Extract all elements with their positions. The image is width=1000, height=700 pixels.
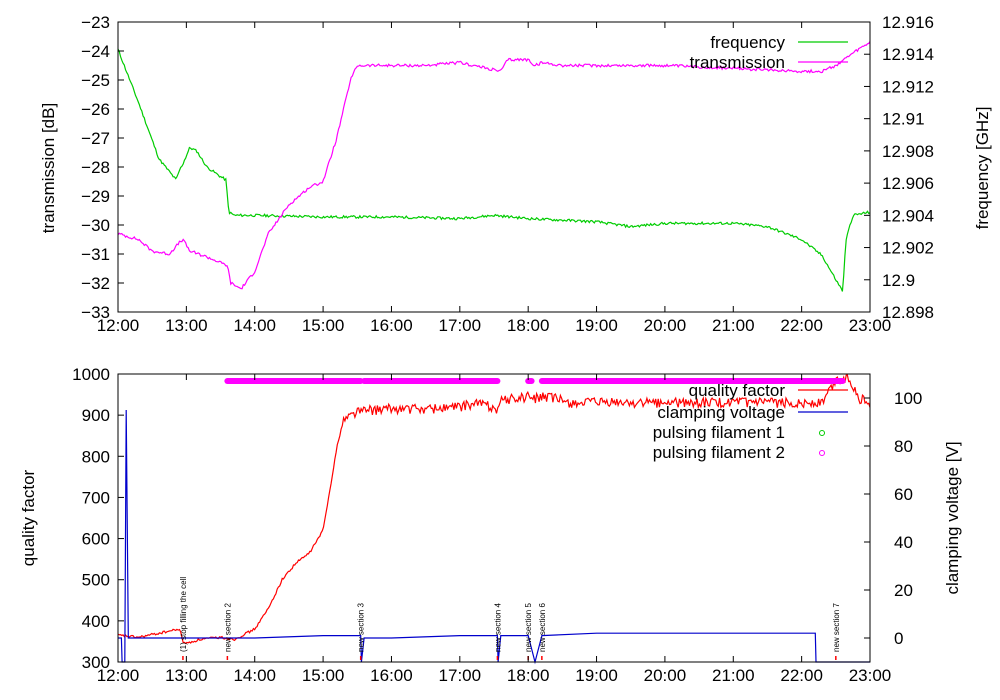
y-tick-label: −32	[81, 274, 110, 293]
x-tick-label: 13:00	[165, 316, 208, 335]
y-tick-label: 600	[82, 530, 110, 549]
legend-label: transmission	[690, 53, 785, 72]
y-tick-label: −30	[81, 216, 110, 235]
annotation-label: new section 6	[538, 603, 547, 652]
y2-tick-label: 12.912	[882, 77, 934, 96]
legend-label: quality factor	[689, 381, 786, 400]
y-tick-label: −23	[81, 13, 110, 32]
y2-tick-label: 80	[894, 437, 913, 456]
y2-tick-label: 12.914	[882, 45, 934, 64]
x-tick-label: 16:00	[370, 666, 413, 685]
y-tick-label: 800	[82, 447, 110, 466]
bottom-panel: (1) stop filling the cell new section 2 ne…	[19, 365, 962, 685]
top-left-axis-label: transmission [dB]	[39, 103, 58, 233]
y2-tick-label: 100	[894, 389, 922, 408]
top-plot-area	[117, 41, 871, 292]
y2-tick-label: 12.91	[882, 110, 925, 129]
y2-tick-label: 60	[894, 485, 913, 504]
y2-tick-label: 40	[894, 533, 913, 552]
legend-swatch	[819, 450, 825, 456]
y-tick-label: −27	[81, 129, 110, 148]
legend-swatch	[819, 430, 825, 436]
y-tick-label: 700	[82, 488, 110, 507]
annotation-label: new section 4	[493, 603, 502, 652]
top-panel: 12:00 13:00 14:00 15:00 16:00 17:00 18:00 19:00…	[39, 13, 992, 335]
legend-label: frequency	[710, 33, 785, 52]
x-tick-label: 20:00	[644, 666, 687, 685]
y-tick-label: −25	[81, 71, 110, 90]
annotation-label: new section 2	[223, 603, 232, 652]
y2-tick-label: 12.9	[882, 271, 915, 290]
y-tick-label: −26	[81, 100, 110, 119]
x-tick-label: 17:00	[439, 666, 482, 685]
transmission-line	[117, 41, 871, 290]
y2-tick-label: 12.902	[882, 239, 934, 258]
y2-tick-label: 20	[894, 581, 913, 600]
bottom-plot-area: (1) stop filling the cell new section 2 ne…	[117, 374, 871, 665]
x-tick-label: 15:00	[302, 316, 345, 335]
x-tick-label: 19:00	[575, 316, 618, 335]
annotation-label: new section 7	[832, 603, 841, 652]
y-tick-label: −31	[81, 245, 110, 264]
y2-tick-label: 12.916	[882, 13, 934, 32]
y2-tick-label: 0	[894, 629, 903, 648]
y2-tick-label: 12.904	[882, 206, 934, 225]
x-tick-label: 19:00	[575, 666, 618, 685]
y-tick-label: 900	[82, 406, 110, 425]
y-tick-label: −28	[81, 158, 110, 177]
x-tick-label: 22:00	[780, 316, 823, 335]
x-tick-label: 14:00	[233, 666, 276, 685]
x-tick-label: 21:00	[712, 316, 755, 335]
frequency-line	[117, 48, 871, 292]
x-tick-label: 16:00	[370, 316, 413, 335]
y-tick-label: 400	[82, 612, 110, 631]
x-tick-label: 18:00	[507, 666, 550, 685]
bottom-right-axis-label: clamping voltage [V]	[943, 441, 962, 594]
x-tick-label: 12:00	[97, 316, 140, 335]
y-tick-label: 300	[82, 653, 110, 672]
x-tick-label: 15:00	[302, 666, 345, 685]
x-tick-label: 23:00	[849, 316, 892, 335]
top-right-axis-label: frequency [GHz]	[973, 107, 992, 230]
y-tick-label: −29	[81, 187, 110, 206]
x-tick-label: 17:00	[439, 316, 482, 335]
y2-tick-label: 12.898	[882, 303, 934, 322]
annotation-label: new section 3	[357, 603, 366, 652]
legend-label: clamping voltage	[657, 403, 785, 422]
annotation-label: (1) stop filling the cell	[179, 577, 188, 652]
y-tick-label: −24	[81, 42, 110, 61]
bottom-axes: 12:00 13:00 14:00 15:00 16:00 17:00 18:00 19:00…	[72, 365, 922, 685]
bottom-plot-frame	[117, 373, 871, 663]
bottom-left-axis-label: quality factor	[19, 469, 38, 566]
x-tick-label: 18:00	[507, 316, 550, 335]
x-tick-label: 12:00	[97, 666, 140, 685]
x-tick-label: 23:00	[849, 666, 892, 685]
y-tick-label: −33	[81, 303, 110, 322]
legend-label: pulsing filament 1	[653, 423, 785, 442]
y2-tick-label: 12.906	[882, 174, 934, 193]
y-tick-label: 500	[82, 571, 110, 590]
quality-factor-line	[117, 374, 871, 645]
y2-tick-label: 12.908	[882, 142, 934, 161]
annotation-label: new section 5	[524, 603, 533, 652]
legend-label: pulsing filament 2	[653, 443, 785, 462]
y-tick-label: 1000	[72, 365, 110, 384]
x-tick-label: 13:00	[165, 666, 208, 685]
x-tick-label: 22:00	[780, 666, 823, 685]
top-axes: 12:00 13:00 14:00 15:00 16:00 17:00 18:00 19:00…	[81, 13, 934, 335]
x-tick-label: 14:00	[233, 316, 276, 335]
x-tick-label: 20:00	[644, 316, 687, 335]
x-tick-label: 21:00	[712, 666, 755, 685]
clamping-voltage-line	[118, 409, 870, 665]
